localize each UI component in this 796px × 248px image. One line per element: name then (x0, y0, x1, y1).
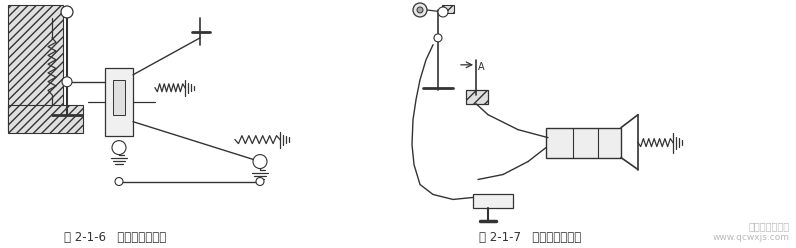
Bar (113, 80, 125, 115)
Bar (442, 5, 454, 13)
Circle shape (417, 7, 423, 13)
Bar (8, 105, 83, 133)
Text: A: A (478, 62, 485, 72)
Bar (473, 194, 513, 208)
Bar (466, 90, 488, 104)
Bar (546, 128, 621, 157)
Bar (8, 5, 63, 130)
Circle shape (61, 6, 73, 18)
Text: 图 2-1-7   拉索式操纵机构: 图 2-1-7 拉索式操纵机构 (479, 231, 581, 244)
Circle shape (438, 7, 448, 17)
Bar (105, 68, 133, 136)
Circle shape (256, 178, 264, 186)
Circle shape (62, 77, 72, 87)
Circle shape (115, 178, 123, 186)
Circle shape (253, 155, 267, 169)
Circle shape (112, 141, 126, 155)
Text: 图 2-1-6   杆系式操纵机构: 图 2-1-6 杆系式操纵机构 (64, 231, 166, 244)
Text: www.qcwxjs.com: www.qcwxjs.com (713, 233, 790, 242)
Circle shape (413, 3, 427, 17)
Text: 汽车维修技术网: 汽车维修技术网 (749, 221, 790, 231)
Circle shape (434, 34, 442, 42)
